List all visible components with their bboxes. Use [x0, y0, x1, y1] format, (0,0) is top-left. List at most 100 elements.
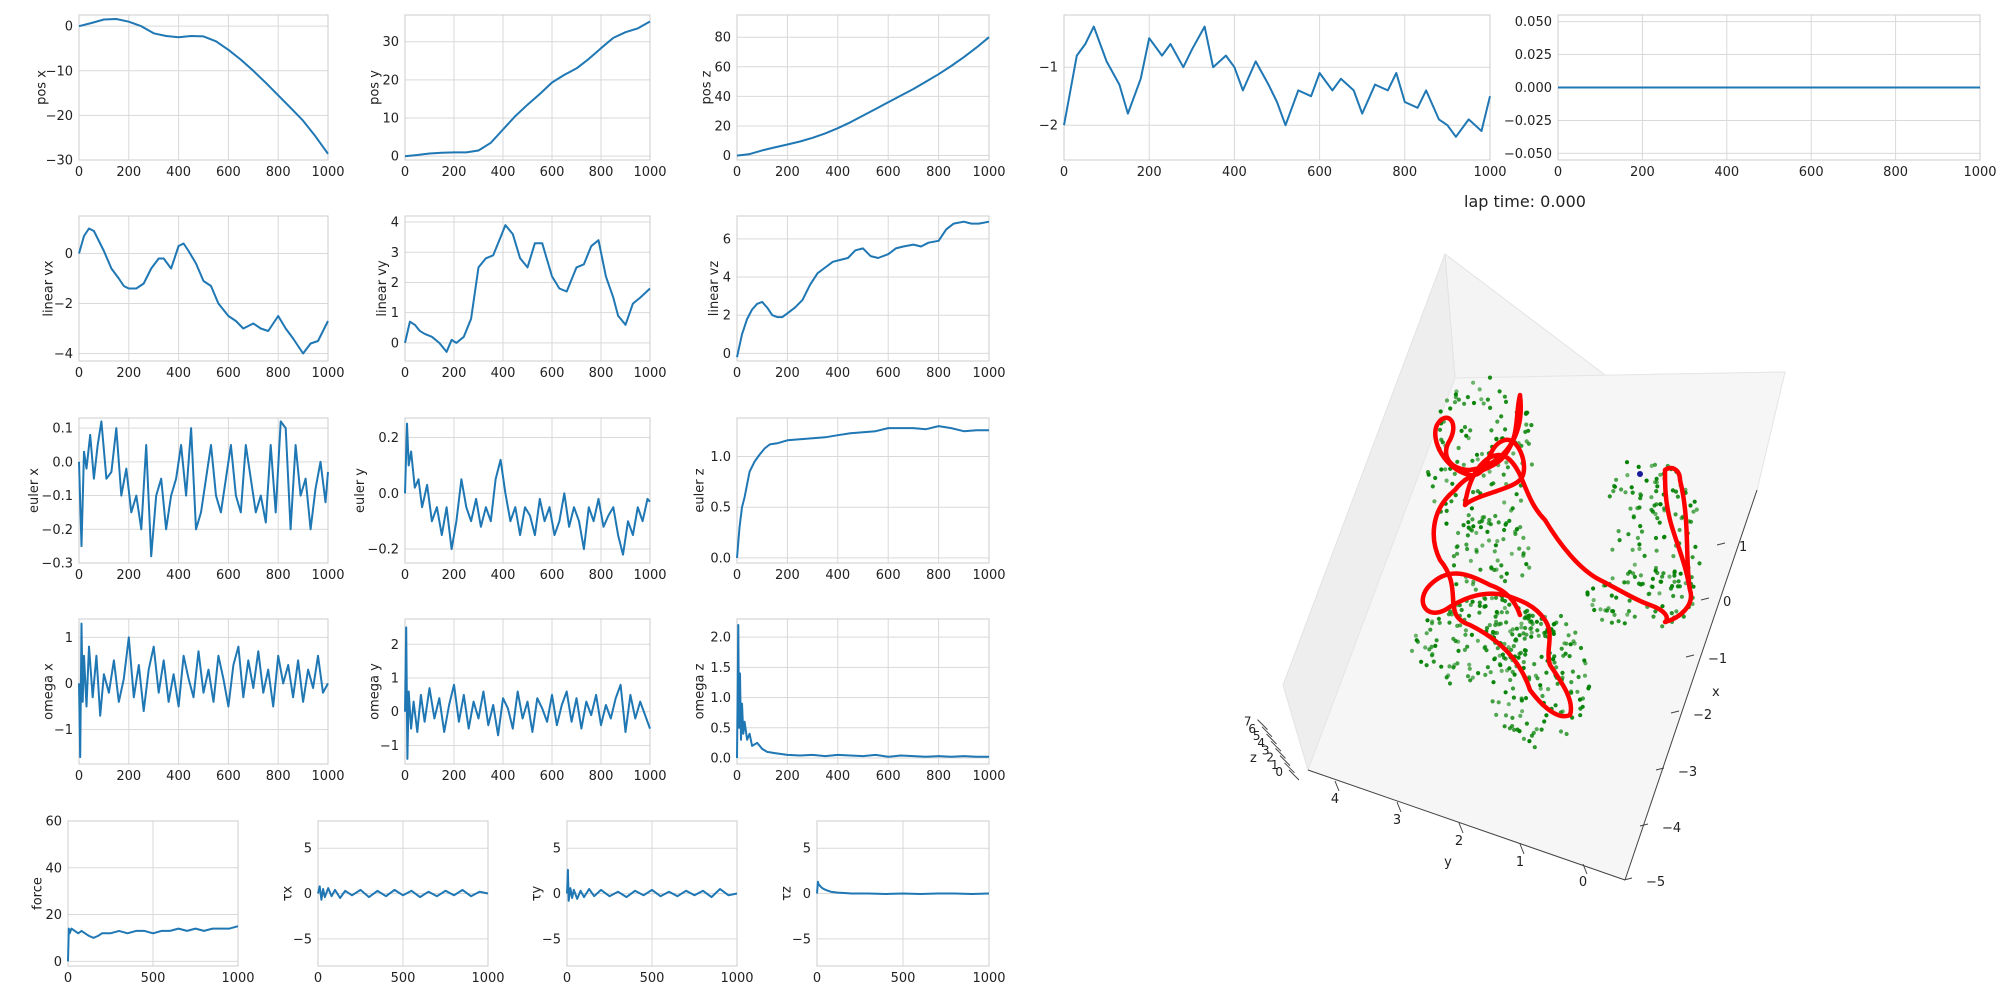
gate-point — [1456, 397, 1461, 402]
gate-point — [1461, 462, 1466, 467]
gate-point — [1538, 686, 1543, 691]
gate-point — [1544, 670, 1549, 675]
gate-point — [1524, 632, 1529, 637]
gate-point — [1612, 484, 1618, 489]
gate-point — [1479, 397, 1484, 402]
gate-point — [1532, 662, 1537, 667]
x-tick-label: 800 — [266, 568, 291, 583]
gate-point — [1625, 580, 1630, 585]
gate-point — [1508, 677, 1513, 683]
gate-point — [1462, 425, 1468, 430]
gate-point — [1616, 619, 1621, 624]
gate-point — [1499, 414, 1504, 419]
gate-point — [1553, 703, 1558, 708]
gate-point — [1658, 579, 1663, 584]
z-tick-mark — [1288, 769, 1300, 781]
y-axis-label: force — [31, 877, 46, 910]
series-line — [404, 626, 651, 760]
gate-point — [1466, 613, 1472, 618]
y-tick-label: −0.2 — [41, 523, 73, 538]
y-tick-label: 4 — [1331, 792, 1339, 807]
gate-point — [1591, 586, 1596, 591]
series-line — [736, 624, 989, 759]
gate-point — [1447, 681, 1453, 686]
chart-pos-z: 0 200 400 600 800 1000 0 20 40 60 80 pos z — [700, 14, 1006, 180]
gate-point — [1505, 668, 1510, 673]
gate-point — [1510, 715, 1515, 721]
x-tick-label: 400 — [1714, 165, 1739, 180]
gate-point — [1464, 579, 1469, 584]
x-tick-mark — [1670, 710, 1680, 714]
gate-point — [1504, 571, 1509, 576]
gate-point — [1529, 619, 1534, 624]
gate-point — [1660, 624, 1665, 629]
chart-euler-x: 0 200 400 600 800 1000 0.1 0.0 −0.1 −0.2 −0.3 euler… — [27, 417, 345, 583]
y-tick-label: 80 — [714, 31, 731, 46]
y-tick-mark — [1334, 780, 1340, 792]
gate-point — [1628, 506, 1633, 511]
y-tick-label: −1 — [54, 723, 73, 738]
x-tick-label: 600 — [216, 366, 241, 381]
gate-point — [1499, 574, 1504, 579]
x-tick-label: 1000 — [633, 769, 666, 784]
gate-point — [1519, 625, 1524, 630]
y-tick-label: 40 — [714, 90, 731, 105]
x-tick-label: 500 — [640, 971, 665, 986]
y-axis-label: euler y — [353, 468, 368, 513]
gate-point — [1425, 470, 1431, 475]
gate-point — [1564, 731, 1569, 737]
gate-point — [1657, 520, 1662, 525]
y-tick-label: 0 — [803, 887, 811, 902]
x-tick-label: 500 — [891, 971, 916, 986]
gate-point — [1481, 473, 1486, 478]
gate-point — [1646, 592, 1651, 597]
x-tick-mark — [1639, 823, 1649, 827]
gate-point — [1527, 739, 1532, 744]
gate-point — [1524, 614, 1529, 619]
gate-point — [1438, 409, 1443, 414]
gate-point — [1467, 666, 1472, 671]
x-tick-label: 400 — [825, 366, 850, 381]
gate-point — [1523, 625, 1528, 631]
y-tick-label: −4 — [54, 347, 73, 362]
gate-point — [1502, 394, 1507, 399]
series-line — [566, 868, 738, 902]
y-axis-label: linear vz — [707, 261, 722, 317]
y-tick-label: 1 — [391, 672, 399, 687]
y-tick-label: 0.0 — [52, 455, 73, 470]
gate-point — [1614, 595, 1619, 600]
gate-point — [1661, 571, 1666, 576]
gate-point — [1459, 428, 1464, 433]
x-tick-label: 1000 — [972, 568, 1005, 583]
gate-point — [1466, 436, 1471, 441]
y-tick-label: 0 — [391, 705, 399, 720]
gate-point — [1609, 593, 1614, 598]
gate-point — [1652, 462, 1658, 467]
series-line — [736, 425, 989, 558]
x-tick-label: 0 — [1554, 165, 1562, 180]
axes-frame — [1063, 14, 1491, 161]
x-tick-label: 200 — [442, 769, 467, 784]
gate-point — [1610, 547, 1615, 552]
y-tick-label: 0 — [723, 149, 731, 164]
x-tick-label: 400 — [166, 366, 191, 381]
axes-frame — [67, 820, 239, 967]
gate-point — [1521, 736, 1526, 742]
gate-point — [1562, 641, 1567, 646]
gate-point — [1570, 669, 1575, 674]
gate-point — [1679, 594, 1684, 599]
gate-point — [1564, 622, 1569, 627]
gate-point — [1489, 428, 1494, 433]
gate-point — [1507, 518, 1512, 524]
gate-point — [1501, 472, 1506, 477]
gate-point — [1524, 562, 1529, 567]
axes-frame — [736, 417, 990, 564]
gate-point — [1524, 721, 1529, 726]
gate-point — [1499, 668, 1504, 674]
y-axis-label: y — [1444, 855, 1452, 870]
x-tick-label: 0 — [1723, 595, 1731, 610]
x-tick-mark — [1716, 542, 1726, 546]
gate-point — [1487, 623, 1492, 628]
y-tick-label: 1 — [65, 631, 73, 646]
